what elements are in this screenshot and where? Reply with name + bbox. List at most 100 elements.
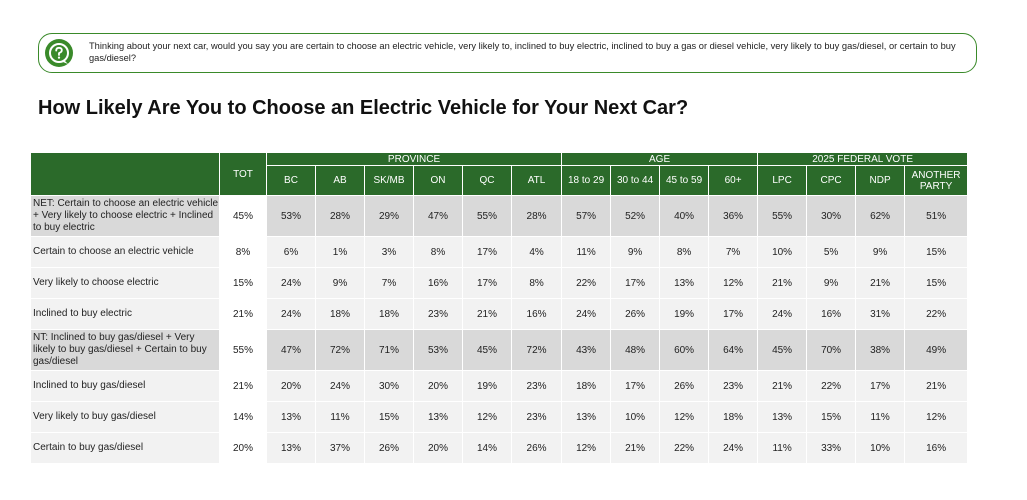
column-header: NDP: [855, 165, 906, 196]
column-header: LPC: [757, 165, 808, 196]
table-cell: 30%: [806, 195, 857, 237]
results-table: TOT PROVINCE AGE 2025 FEDERAL VOTE BC AB SK/M…: [30, 152, 969, 464]
table-cell: 16%: [806, 298, 857, 330]
table-cell: 21%: [855, 267, 906, 299]
table-cell: 14%: [462, 432, 512, 464]
table-cell: 5%: [806, 236, 857, 268]
table-cell: 24%: [266, 267, 316, 299]
table-cell: 21%: [219, 298, 267, 330]
table-cell: 23%: [413, 298, 463, 330]
table-cell: 53%: [413, 329, 463, 371]
table-cell: 26%: [510, 432, 563, 464]
table-cell: 7%: [708, 236, 759, 268]
row-label: Inclined to buy gas/diesel: [30, 370, 220, 402]
table-cell: 8%: [413, 236, 463, 268]
table-cell: 13%: [413, 401, 463, 433]
table-cell: 22%: [659, 432, 710, 464]
table-cell: 62%: [855, 195, 906, 237]
table-cell: 17%: [610, 267, 661, 299]
table-cell: 55%: [219, 329, 267, 371]
table-cell: 7%: [364, 267, 414, 299]
table-cell: 20%: [219, 432, 267, 464]
table-cell: 24%: [315, 370, 365, 402]
table-cell: 24%: [561, 298, 612, 330]
table-cell: 20%: [413, 370, 463, 402]
table-cell: 6%: [266, 236, 316, 268]
table-cell: 26%: [610, 298, 661, 330]
table-cell: 8%: [510, 267, 563, 299]
table-cell: 45%: [219, 195, 267, 237]
table-cell: 18%: [315, 298, 365, 330]
table-cell: 37%: [315, 432, 365, 464]
table-cell: 45%: [757, 329, 808, 371]
column-group-header: 2025 FEDERAL VOTE: [757, 152, 969, 166]
table-cell: 9%: [610, 236, 661, 268]
question-box: Thinking about your next car, would you …: [38, 33, 977, 73]
table-cell: 21%: [462, 298, 512, 330]
table-cell: 72%: [510, 329, 563, 371]
table-cell: 11%: [315, 401, 365, 433]
row-label: NET: Certain to choose an electric vehic…: [30, 195, 220, 237]
table-cell: 9%: [806, 267, 857, 299]
table-cell: 70%: [806, 329, 857, 371]
table-cell: 28%: [315, 195, 365, 237]
table-row: Very likely to choose electric 15% 24% 9% 7%…: [30, 267, 969, 299]
table-row: Inclined to buy electric 21% 24% 18% 18% 23% 2…: [30, 298, 969, 330]
page-title: How Likely Are You to Choose an Electric…: [38, 97, 689, 119]
column-header: 45 to 59: [659, 165, 710, 196]
table-cell: 12%: [462, 401, 512, 433]
table-cell: 13%: [561, 401, 612, 433]
column-group-header: AGE: [561, 152, 759, 166]
table-cell: 30%: [364, 370, 414, 402]
column-header: 18 to 29: [561, 165, 612, 196]
table-cell: 19%: [462, 370, 512, 402]
table-cell: 24%: [757, 298, 808, 330]
table-cell: 17%: [610, 370, 661, 402]
table-cell: 21%: [757, 267, 808, 299]
table-row: NET: Certain to choose an electric vehic…: [30, 195, 969, 237]
table-cell: 53%: [266, 195, 316, 237]
table-cell: 13%: [757, 401, 808, 433]
row-label: Very likely to buy gas/diesel: [30, 401, 220, 433]
table-cell: 11%: [855, 401, 906, 433]
table-cell: 18%: [364, 298, 414, 330]
table-cell: 17%: [462, 236, 512, 268]
column-header-row: BC AB SK/MB ON QC ATL 18 to 29 30 to 44 45 to 59…: [31, 165, 969, 196]
table-cell: 11%: [561, 236, 612, 268]
table-cell: 4%: [510, 236, 563, 268]
table-cell: 15%: [904, 236, 969, 268]
column-header: 30 to 44: [610, 165, 661, 196]
table-cell: 51%: [904, 195, 969, 237]
question-mark-icon: [45, 39, 73, 67]
column-header: ANOTHER PARTY: [904, 165, 969, 196]
row-label: Certain to choose an electric vehicle: [30, 236, 220, 268]
table-cell: 15%: [806, 401, 857, 433]
header-corner: [30, 152, 220, 196]
column-header: SK/MB: [364, 165, 414, 196]
table-cell: 55%: [757, 195, 808, 237]
table-cell: 20%: [413, 432, 463, 464]
table-row: Certain to buy gas/diesel 20% 13% 37% 26% 20%…: [30, 432, 969, 464]
column-header-tot: TOT: [219, 152, 267, 196]
table-cell: 12%: [708, 267, 759, 299]
table-cell: 13%: [659, 267, 710, 299]
table-cell: 21%: [904, 370, 969, 402]
table-cell: 57%: [561, 195, 612, 237]
table-cell: 23%: [510, 401, 563, 433]
table-cell: 21%: [757, 370, 808, 402]
table-cell: 71%: [364, 329, 414, 371]
table-cell: 47%: [266, 329, 316, 371]
table-cell: 21%: [219, 370, 267, 402]
group-header-row: TOT PROVINCE AGE 2025 FEDERAL VOTE: [30, 152, 969, 196]
table-cell: 16%: [413, 267, 463, 299]
table-body: NET: Certain to choose an electric vehic…: [30, 195, 969, 464]
table-cell: 48%: [610, 329, 661, 371]
table-cell: 12%: [659, 401, 710, 433]
row-label: NT: Inclined to buy gas/diesel + Very li…: [30, 329, 220, 371]
table-cell: 33%: [806, 432, 857, 464]
table-row: Very likely to buy gas/diesel 14% 13% 11% 15…: [30, 401, 969, 433]
table-cell: 15%: [219, 267, 267, 299]
table-cell: 10%: [610, 401, 661, 433]
table-cell: 16%: [510, 298, 563, 330]
table-row: Certain to choose an electric vehicle 8% 6…: [30, 236, 969, 268]
